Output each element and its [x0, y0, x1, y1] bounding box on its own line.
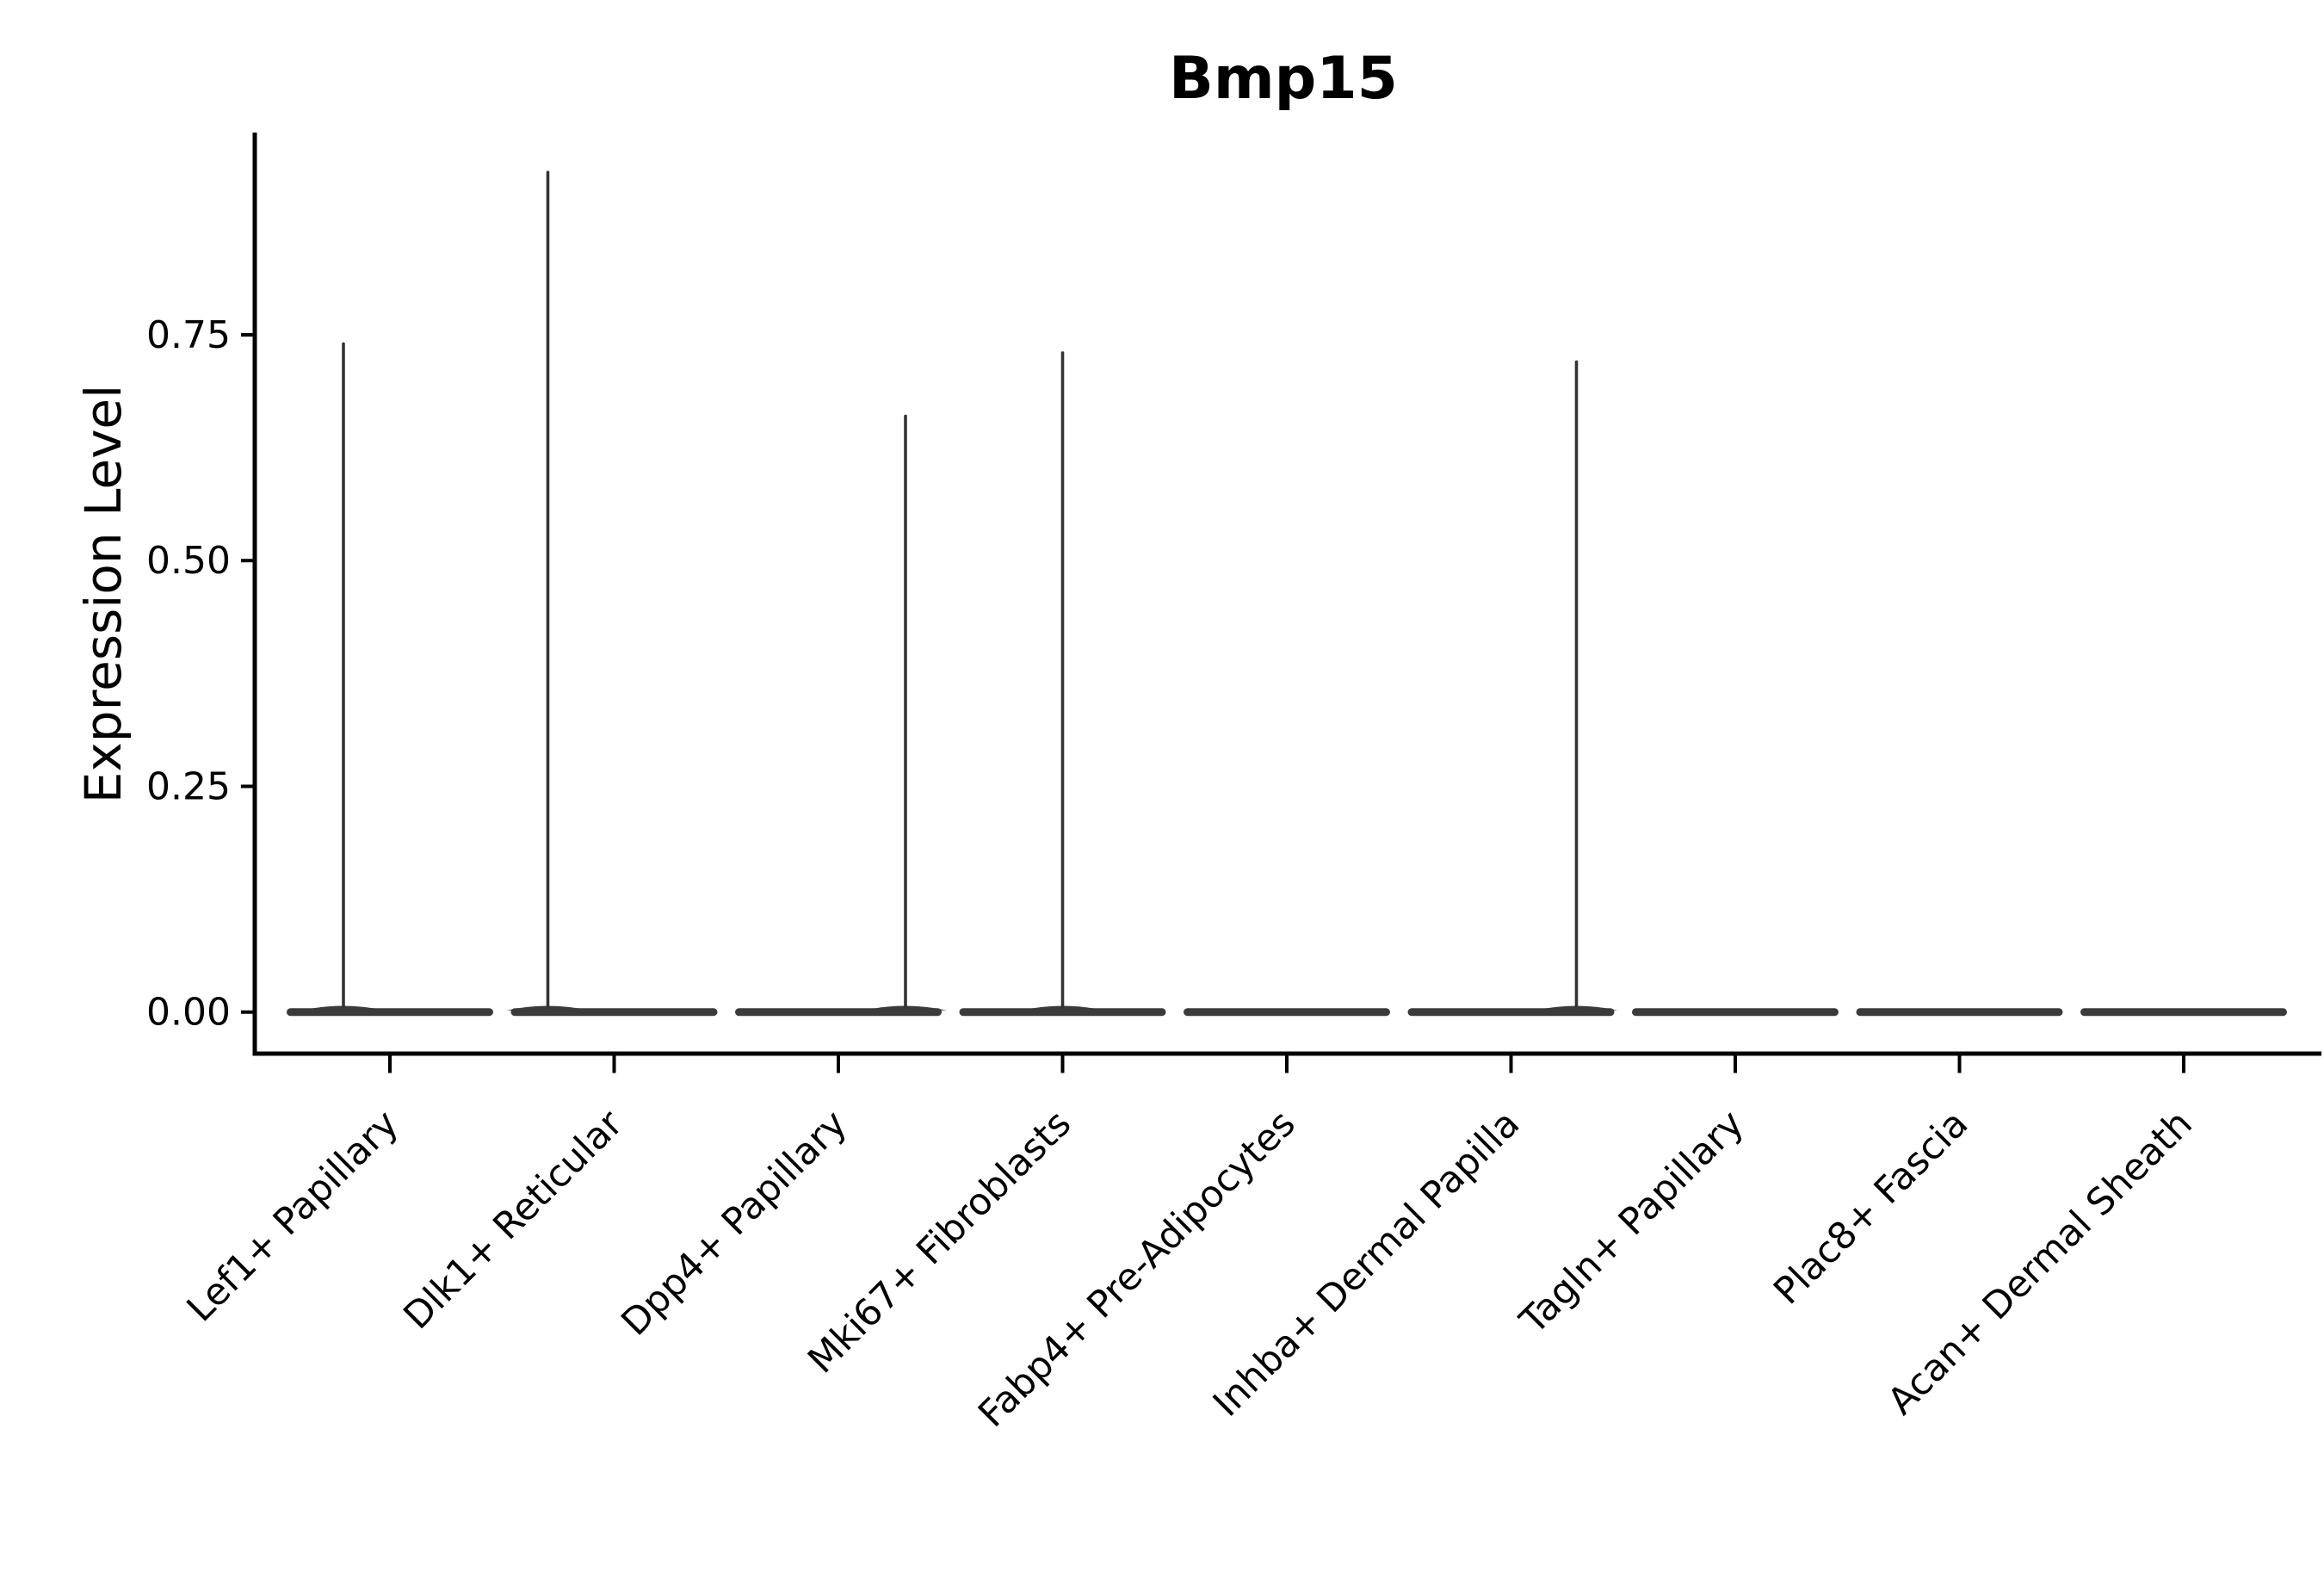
violin-plot-canvas: Bmp15 Expression Level 0.00 0.25 0.50 0.75 L…	[74, 45, 2321, 1436]
x-tick-label: Dpp4+ Papillary	[614, 1102, 856, 1344]
x-tick-label: Lef1+ Papillary	[179, 1102, 407, 1330]
y-tick-label: 0.25	[146, 764, 231, 808]
chart-title: Bmp15	[1169, 45, 1398, 113]
violin-body	[1184, 1008, 1390, 1017]
violin-body	[287, 1008, 493, 1017]
violin-body	[1632, 1008, 1839, 1017]
violin-plot-figure: Bmp15 Expression Level 0.00 0.25 0.50 0.75 L…	[34, 14, 2324, 1563]
y-axis-label: Expression Level	[74, 385, 133, 803]
violin-body	[1407, 1008, 1615, 1017]
y-tick-label: 0.50	[146, 539, 231, 583]
x-tick-label: Tagln+ Papillary	[1511, 1102, 1752, 1343]
violin-body	[959, 1008, 1166, 1017]
violin-body	[735, 1008, 942, 1017]
violin-body	[2080, 1008, 2287, 1017]
x-tick-label: Plac8+ Fascia	[1765, 1102, 1976, 1313]
y-tick-label: 0.00	[146, 991, 231, 1035]
x-tick-label: Dlk1+ Reticular	[396, 1102, 632, 1338]
violin-body	[1856, 1008, 2063, 1017]
y-tick-label: 0.75	[146, 313, 231, 357]
violin-body	[510, 1008, 718, 1017]
